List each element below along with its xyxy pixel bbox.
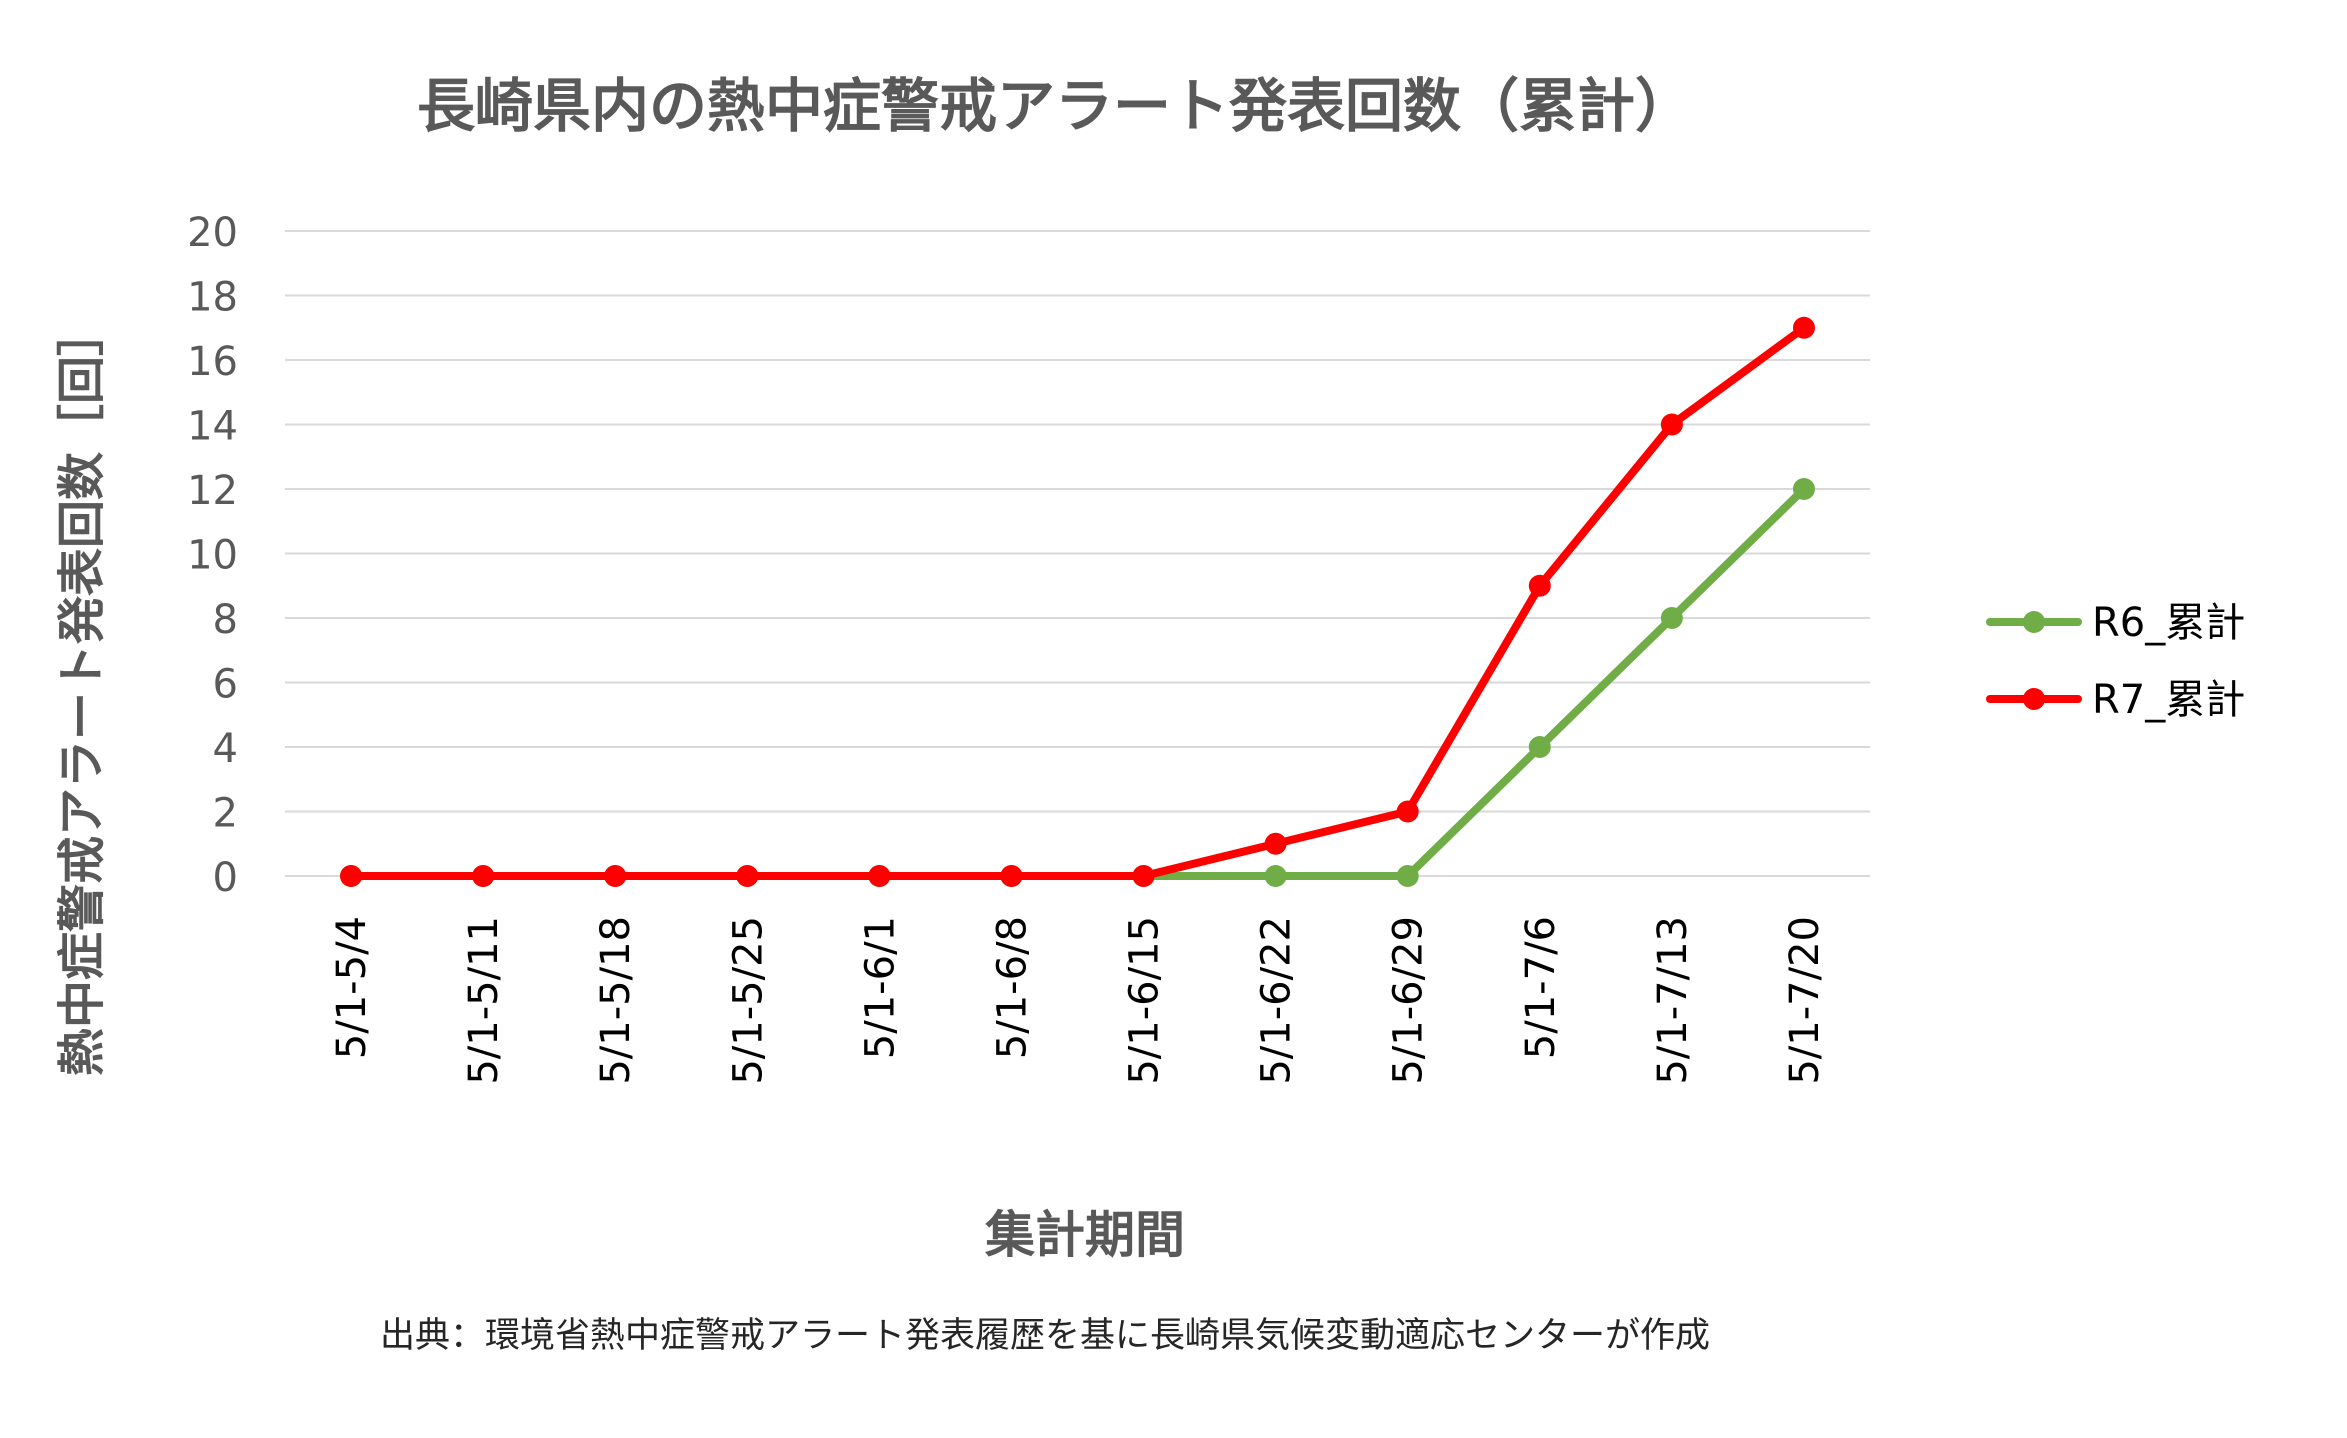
- x-tick-label: 5/1-5/11: [461, 916, 507, 1085]
- data-point: [1792, 478, 1815, 500]
- data-point: [1792, 316, 1815, 339]
- x-tick-label: 5/1-7/20: [1782, 916, 1828, 1085]
- y-tick-label: 0: [213, 855, 238, 901]
- data-point: [604, 865, 627, 887]
- y-tick-label: 20: [187, 210, 238, 256]
- data-point: [1396, 865, 1419, 887]
- data-point: [472, 865, 495, 887]
- data-point: [1660, 607, 1683, 629]
- data-point: [1132, 865, 1155, 887]
- y-tick-label: 14: [187, 404, 238, 450]
- legend-label: R7_累計: [2092, 677, 2245, 723]
- x-tick-label: 5/1-5/18: [593, 916, 639, 1085]
- data-point: [1528, 736, 1551, 758]
- x-tick-label: 5/1-5/4: [329, 916, 375, 1059]
- data-point: [1264, 865, 1287, 887]
- x-tick-label: 5/1-7/6: [1518, 916, 1564, 1059]
- y-axis-label: 熱中症警戒アラート発表回数［回］: [54, 308, 110, 1076]
- legend-entry: R6_累計: [1986, 600, 2245, 646]
- y-tick-label: 18: [187, 275, 238, 321]
- x-tick-label: 5/1-6/8: [989, 916, 1035, 1059]
- x-tick-label: 5/1-7/13: [1650, 916, 1696, 1085]
- gridlines: [285, 230, 1870, 877]
- x-axis-ticks: 5/1-5/4 5/1-5/11 5/1-5/18 5/1-5/25 5/1-6/1 5/…: [329, 916, 1828, 1085]
- x-tick-label: 5/1-6/29: [1386, 916, 1432, 1085]
- x-tick-label: 5/1-5/25: [725, 916, 771, 1085]
- x-tick-label: 5/1-6/22: [1254, 916, 1300, 1085]
- y-tick-label: 2: [213, 791, 238, 837]
- y-tick-label: 4: [213, 726, 238, 772]
- y-axis-ticks: 0 2 4 6 8 10 12 14 16 18 20: [187, 210, 238, 901]
- chart-title: 長崎県内の熱中症警戒アラート発表回数（累計）: [417, 72, 1693, 140]
- legend-label: R6_累計: [2092, 600, 2245, 646]
- x-axis-label: 集計期間: [984, 1206, 1185, 1264]
- source-note: 出典：環境省熱中症警戒アラート発表履歴を基に長崎県気候変動適応センターが作成: [380, 1316, 1710, 1356]
- legend-marker: [2023, 688, 2045, 710]
- data-point: [1264, 832, 1287, 855]
- data-point: [868, 865, 891, 887]
- y-tick-label: 6: [213, 662, 238, 708]
- x-tick-label: 5/1-6/15: [1122, 916, 1168, 1085]
- y-tick-label: 8: [213, 597, 238, 643]
- data-point: [1000, 865, 1023, 887]
- data-point: [1660, 413, 1683, 436]
- x-tick-label: 5/1-6/1: [857, 916, 903, 1059]
- series-lines: [340, 316, 1815, 887]
- series-line: [347, 323, 1808, 880]
- data-point: [340, 865, 363, 887]
- legend-marker: [2023, 611, 2045, 633]
- y-tick-label: 16: [187, 339, 238, 385]
- y-tick-label: 12: [187, 468, 238, 514]
- series-group: [340, 316, 1815, 887]
- y-tick-label: 10: [187, 533, 238, 579]
- data-point: [1396, 800, 1419, 823]
- legend-entry: R7_累計: [1986, 677, 2245, 723]
- legend: R6_累計 R7_累計: [1986, 600, 2245, 723]
- data-point: [1528, 574, 1551, 597]
- data-point: [736, 865, 759, 887]
